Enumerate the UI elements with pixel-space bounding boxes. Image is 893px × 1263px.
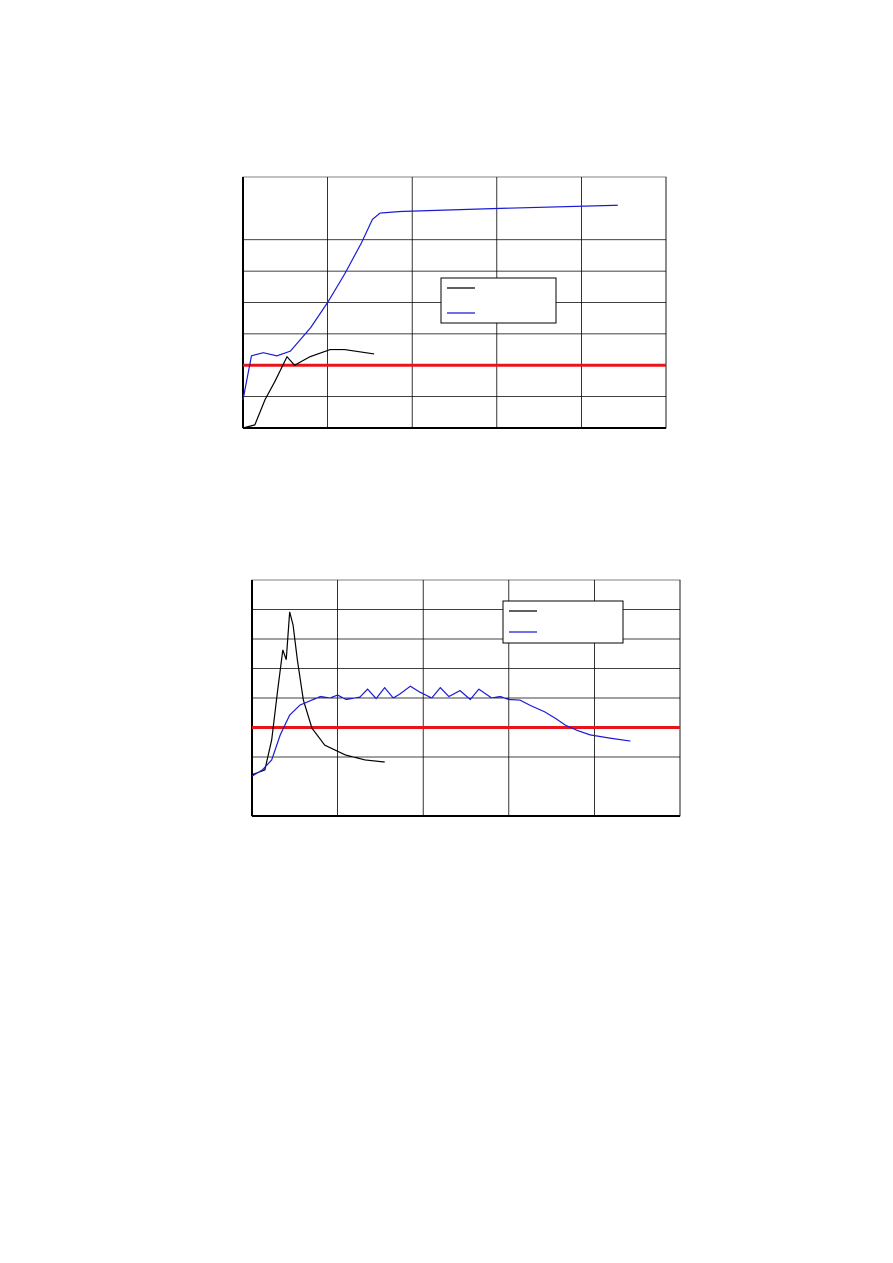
- series-line: [242, 204, 618, 400]
- series-line: [242, 348, 375, 429]
- legend: [440, 277, 557, 324]
- chart: [251, 579, 681, 817]
- legend: [502, 600, 624, 644]
- chart: [242, 176, 667, 429]
- legend-box: [502, 600, 624, 644]
- legend-box: [440, 277, 557, 324]
- series-line: [251, 611, 385, 776]
- series-line: [251, 685, 631, 777]
